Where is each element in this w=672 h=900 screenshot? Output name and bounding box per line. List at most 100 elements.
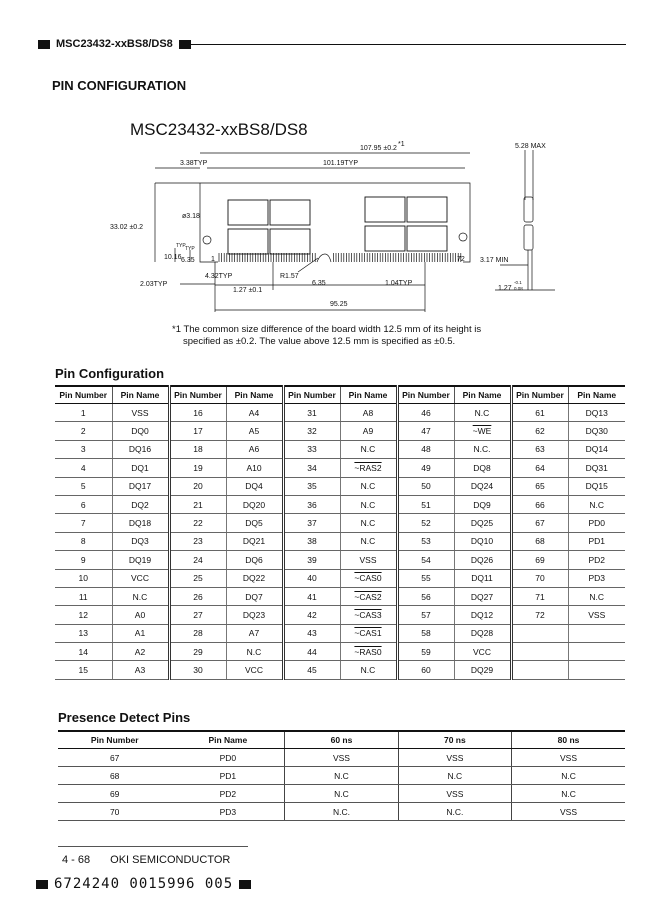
pin-name-cell: A0: [111, 605, 169, 625]
pin-name-cell: N.C: [339, 532, 397, 552]
dim-span: 95.25: [330, 301, 348, 308]
dim-board-tol-minus: 0.08: [514, 286, 523, 291]
pin-number-cell: 47: [395, 421, 454, 441]
side-view: [495, 150, 555, 291]
pin-number-cell: 16: [167, 403, 226, 423]
pin-number-cell: 65: [509, 477, 568, 496]
pin-number-cell: 36: [281, 495, 340, 515]
column-header: 60 ns: [284, 730, 399, 749]
footnote-line: specified as ±0.2. The value above 12.5 …: [183, 336, 456, 347]
table-cell: VSS: [397, 748, 512, 767]
pin-name-cell: A8: [339, 403, 397, 423]
table-row: 13 A1 28 A7 43 ~CAS1 58 DQ28: [55, 624, 625, 644]
table-row: 15 A3 30 VCC 45 N.C 60 DQ29: [55, 660, 625, 680]
diagram-title: MSC23432-xxBS8/DS8: [130, 120, 308, 139]
pin-name-cell: DQ31: [567, 458, 625, 478]
presence-detect-table: Pin Number Pin Name 60 ns 70 ns 80 ns 67 PD0 V…: [58, 730, 625, 821]
pin-name-cell: DQ12: [453, 605, 511, 625]
pin-number-cell: 66: [509, 495, 568, 515]
pin-number-cell: 10: [55, 569, 112, 588]
table-row: 5 DQ17 20 DQ4 35 N.C 50 DQ24 65 DQ15: [55, 477, 625, 496]
pin-number-cell: 21: [167, 495, 226, 515]
table-row: 11 N.C 26 DQ7 41 ~CAS2 56 DQ27 71 N.C: [55, 587, 625, 607]
table-cell: PD3: [171, 802, 285, 821]
pin-number-cell: 40: [281, 569, 340, 588]
pin-name-cell: DQ17: [111, 477, 169, 496]
pin-name-cell: DQ25: [453, 513, 511, 533]
dim-length-note: *1: [398, 141, 405, 148]
dim-height: 33.02 ±0.2: [110, 224, 143, 231]
pin-number-cell: 31: [281, 403, 340, 423]
table-row: 7 DQ18 22 DQ5 37 N.C 52 DQ25 67 PD0: [55, 513, 625, 533]
pin-name-cell: DQ15: [567, 477, 625, 496]
pin-number-cell: 39: [281, 550, 340, 570]
pin-number-cell: 5: [55, 477, 112, 496]
table-row: 12 A0 27 DQ23 42 ~CAS3 57 DQ12 72 VSS: [55, 605, 625, 625]
header-pin-name: Pin Name: [453, 385, 511, 404]
pin-name-cell: DQ14: [567, 440, 625, 460]
pin-name-cell: DQ20: [225, 495, 283, 515]
pin-name-cell: ~CAS1: [339, 624, 397, 644]
header-pin-number: Pin Number: [281, 385, 340, 404]
pin-name-cell: ~CAS2: [339, 587, 397, 607]
pin-number-cell: 9: [55, 550, 112, 570]
pin-number-cell: [509, 642, 568, 662]
document-code: 6724240 0015996 005: [30, 876, 257, 892]
table-cell: 68: [58, 766, 172, 785]
page-footer: 4 - 68 OKI SEMICONDUCTOR: [62, 854, 230, 866]
pin-number-cell: 8: [55, 532, 112, 552]
square-mark-icon: [36, 879, 48, 889]
pin-number-cell: 62: [509, 421, 568, 441]
pin-number-cell: 72: [509, 605, 568, 625]
footer-rule: [58, 846, 248, 847]
header-pin-number: Pin Number: [395, 385, 454, 404]
dim-h2: 6.35: [181, 257, 195, 264]
pin-number-cell: [509, 660, 568, 680]
pin-name-cell: DQ8: [453, 458, 511, 478]
board-outline: [199, 182, 471, 263]
square-bullet-icon: [178, 39, 191, 49]
pin-number-cell: 55: [395, 569, 454, 588]
pin-number-cell: 2: [55, 421, 112, 441]
pin-number-cell: 63: [509, 440, 568, 460]
pin-name-cell: VSS: [567, 605, 625, 625]
pin-number-cell: 32: [281, 421, 340, 441]
dim-thickness: 5.28 MAX: [515, 143, 546, 150]
header-rule: [190, 44, 626, 45]
pin-name-cell: DQ30: [567, 421, 625, 441]
pin-name-cell: DQ21: [225, 532, 283, 552]
pin-name-cell: PD0: [567, 513, 625, 533]
pin-number-cell: 53: [395, 532, 454, 552]
pin-name-cell: A1: [111, 624, 169, 644]
pin-name-cell: VSS: [111, 403, 169, 423]
table-row: 9 DQ19 24 DQ6 39 VSS 54 DQ26 69 PD2: [55, 550, 625, 570]
pin-name-cell: N.C: [567, 587, 625, 607]
dim-pad: 1.04TYP: [385, 280, 413, 287]
header-pin-name: Pin Name: [339, 385, 397, 404]
pin-name-cell: ~RAS0: [339, 642, 397, 662]
mounting-hole-left: [202, 235, 212, 245]
pin-name-cell: PD2: [567, 550, 625, 570]
pin-number-cell: 43: [281, 624, 340, 644]
pin-name-cell: N.C: [453, 403, 511, 423]
table-cell: N.C: [284, 784, 399, 803]
pin-number-cell: 37: [281, 513, 340, 533]
pin-number-cell: 22: [167, 513, 226, 533]
pin-number-cell: 24: [167, 550, 226, 570]
pin-number-cell: 59: [395, 642, 454, 662]
mounting-hole-right: [458, 232, 468, 242]
pin-name-cell: A2: [111, 642, 169, 662]
pin-name-cell: DQ29: [453, 660, 511, 680]
pin-name-cell: DQ13: [567, 403, 625, 423]
pin-name-cell: A7: [225, 624, 283, 644]
pin-number-cell: 4: [55, 458, 112, 478]
pin-name-cell: [567, 642, 625, 662]
pin-number-cell: 67: [509, 513, 568, 533]
column-header: 80 ns: [511, 730, 625, 749]
column-header: Pin Name: [171, 730, 285, 749]
pin-number-cell: 64: [509, 458, 568, 478]
table-cell: N.C.: [284, 802, 399, 821]
module-dimension-diagram: 107.95 ±0.2 *1 101.19TYP 3.38TYP 33.02 ±…: [110, 141, 555, 312]
pin-number-cell: 48: [395, 440, 454, 460]
pin-name-cell: ~RAS2: [339, 458, 397, 478]
